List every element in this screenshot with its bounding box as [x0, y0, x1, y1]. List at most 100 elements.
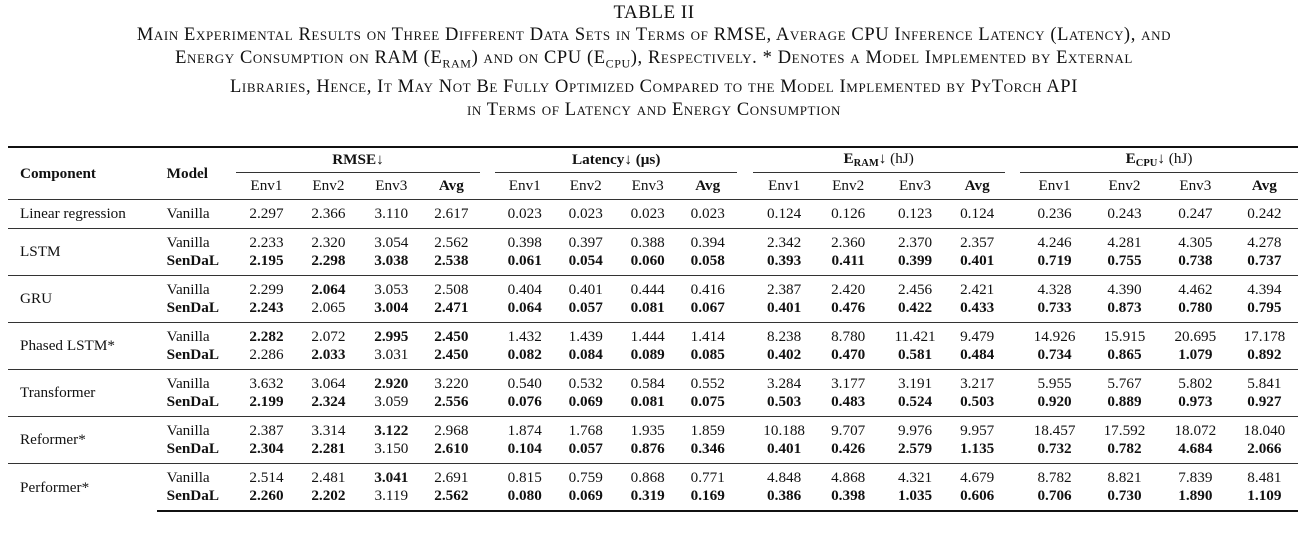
value-cell: 4.462: [1159, 275, 1231, 299]
value-cell: 1.890: [1159, 487, 1231, 512]
value-cell: 0.734: [1037, 346, 1072, 363]
value-cell: 1.109: [1230, 487, 1298, 512]
column-gap: [737, 199, 753, 229]
column-gap: [737, 252, 752, 276]
model-cell: Vanilla: [156, 463, 236, 487]
value-cell: 2.920: [359, 369, 423, 393]
header-ecpu: ECPU↓ (hJ): [1020, 148, 1298, 173]
model-cell: Vanilla: [156, 199, 236, 229]
value-cell: 2.072: [296, 322, 360, 346]
value-cell: 0.104: [507, 440, 542, 457]
table-head: Component Model RMSE↓ Latency↓ (μs) ERAM…: [8, 146, 1298, 200]
header-eram-unit: ↓ (hJ): [878, 150, 914, 167]
value-cell: 0.404: [495, 275, 555, 299]
value-cell: 0.060: [630, 252, 665, 269]
value-cell: 0.780: [1178, 299, 1213, 316]
value-cell: 2.968: [422, 416, 480, 440]
caption-line-2-text-b: ) and on CPU (E: [471, 48, 606, 68]
value-cell: 0.064: [507, 299, 542, 316]
value-cell: 3.177: [815, 369, 881, 393]
column-gap: [1004, 487, 1021, 512]
value-cell: 0.868: [617, 463, 679, 487]
value-cell: 4.305: [1159, 228, 1231, 252]
value-cell: 0.398: [815, 487, 881, 512]
value-cell: 2.324: [311, 393, 346, 410]
model-cell: SenDaL: [166, 393, 219, 410]
header-latency-label: Latency↓ (μs): [572, 151, 661, 168]
value-cell: 18.457: [1020, 416, 1090, 440]
value-cell: 5.841: [1230, 369, 1298, 393]
header-env2: Env2: [832, 177, 865, 194]
header-ecpu-unit: ↓ (hJ): [1157, 150, 1193, 167]
column-gap: [1004, 199, 1021, 229]
table-row: SenDaL 2.195 2.298 3.038 2.538 0.061 0.054 0.06…: [8, 252, 1298, 276]
value-cell: 0.067: [690, 299, 725, 316]
header-avg: Avg: [1251, 177, 1277, 194]
header-rmse-label: RMSE↓: [332, 151, 384, 168]
value-cell: 2.260: [235, 487, 297, 512]
caption-line-1-text: Main Experimental Results on Three Diffe…: [136, 25, 1172, 45]
value-cell: 2.508: [422, 275, 480, 299]
value-cell: 2.538: [434, 252, 469, 269]
value-cell: 4.848: [752, 463, 816, 487]
value-cell: 2.320: [296, 228, 360, 252]
value-cell: 0.733: [1037, 299, 1072, 316]
value-cell: 0.057: [568, 299, 603, 316]
value-cell: 2.562: [422, 228, 480, 252]
caption-line-2-text-c: ), Respectively. * Denotes a Model Imple…: [630, 48, 1133, 68]
value-cell: 0.401: [554, 275, 618, 299]
value-cell: 0.433: [960, 299, 995, 316]
header-env2: Env2: [312, 177, 345, 194]
value-cell: 0.123: [880, 199, 950, 229]
value-cell: 1.414: [678, 322, 738, 346]
column-gap: [479, 228, 496, 252]
value-cell: 8.821: [1089, 463, 1160, 487]
value-cell: 2.450: [422, 322, 480, 346]
value-cell: 0.023: [678, 199, 738, 229]
value-cell: 0.054: [568, 252, 603, 269]
table-row: Performer* Vanilla 2.514 2.481 3.041 2.691 0.8…: [8, 463, 1298, 511]
value-cell: 3.059: [374, 393, 409, 410]
header-gap: [737, 148, 752, 173]
table-row: LSTM Vanilla 2.233 2.320 3.054 2.562 0.398 0.39…: [8, 228, 1298, 276]
value-cell: 2.691: [422, 463, 480, 487]
table-caption: TABLE II Main Experimental Results on Th…: [0, 2, 1308, 122]
value-cell: 2.617: [422, 199, 480, 229]
table-row: SenDaL 2.286 2.033 3.031 2.450 0.082 0.084 0.08…: [8, 346, 1298, 370]
value-cell: 8.782: [1020, 463, 1090, 487]
value-cell: 2.370: [880, 228, 950, 252]
value-cell: 2.282: [235, 322, 297, 346]
value-cell: 4.246: [1020, 228, 1090, 252]
value-cell: 2.298: [311, 252, 346, 269]
caption-sub-ram: RAM: [442, 56, 472, 71]
column-gap: [1004, 322, 1021, 346]
value-cell: 2.202: [296, 487, 360, 512]
value-cell: 0.085: [690, 346, 725, 363]
value-cell: 0.242: [1230, 199, 1298, 229]
column-gap: [1005, 346, 1020, 370]
column-gap: [479, 416, 496, 440]
value-cell: 20.695: [1159, 322, 1231, 346]
value-cell: 0.532: [554, 369, 618, 393]
value-cell: 0.082: [507, 346, 542, 363]
column-gap: [1004, 228, 1021, 252]
value-cell: 0.081: [630, 299, 665, 316]
table-row: SenDaL 2.243 2.065 3.004 2.471 0.064 0.057 0.08…: [8, 299, 1298, 323]
column-gap: [737, 440, 752, 464]
value-cell: 2.281: [311, 440, 346, 457]
caption-line-2-text-a: Energy Consumption on RAM (E: [175, 48, 443, 68]
column-gap: [1005, 393, 1020, 417]
value-cell: 0.386: [752, 487, 816, 512]
column-gap: [1005, 252, 1020, 276]
header-env1: Env1: [1038, 177, 1071, 194]
value-cell: 8.780: [815, 322, 881, 346]
value-cell: 0.247: [1159, 199, 1231, 229]
table-label: TABLE II: [613, 2, 695, 23]
header-ecpu-e: E: [1125, 150, 1136, 167]
value-cell: 0.889: [1107, 393, 1142, 410]
value-cell: 0.080: [495, 487, 555, 512]
value-cell: 0.061: [507, 252, 542, 269]
value-cell: 3.041: [359, 463, 423, 487]
value-cell: 3.122: [359, 416, 423, 440]
value-cell: 2.456: [880, 275, 950, 299]
